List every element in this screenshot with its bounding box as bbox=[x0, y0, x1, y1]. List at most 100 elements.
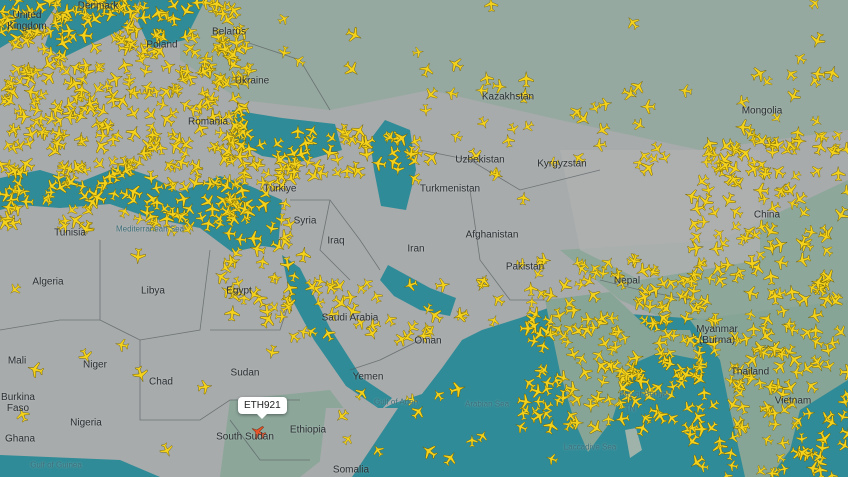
aircraft-icon[interactable] bbox=[769, 136, 786, 153]
aircraft-icon[interactable] bbox=[446, 54, 466, 74]
aircraft-icon[interactable] bbox=[76, 27, 94, 44]
aircraft-icon[interactable] bbox=[149, 41, 169, 61]
aircraft-icon[interactable] bbox=[17, 185, 31, 199]
aircraft-icon[interactable] bbox=[418, 441, 440, 463]
aircraft-icon[interactable] bbox=[238, 166, 252, 180]
aircraft-icon[interactable] bbox=[687, 267, 703, 283]
aircraft-icon[interactable] bbox=[359, 275, 375, 291]
aircraft-icon[interactable] bbox=[260, 166, 275, 180]
aircraft-icon[interactable] bbox=[648, 403, 665, 420]
aircraft-icon[interactable] bbox=[810, 274, 828, 292]
aircraft-icon[interactable] bbox=[0, 138, 16, 154]
aircraft-icon[interactable] bbox=[539, 382, 554, 398]
aircraft-icon[interactable] bbox=[35, 125, 50, 140]
aircraft-icon[interactable] bbox=[821, 358, 836, 374]
aircraft-icon[interactable] bbox=[773, 450, 788, 465]
aircraft-icon[interactable] bbox=[48, 135, 67, 154]
aircraft-icon[interactable] bbox=[835, 437, 848, 454]
aircraft-icon[interactable] bbox=[643, 299, 657, 314]
aircraft-icon[interactable] bbox=[808, 353, 826, 371]
aircraft-icon[interactable] bbox=[76, 187, 94, 205]
aircraft-icon[interactable] bbox=[186, 44, 203, 61]
aircraft-icon[interactable] bbox=[518, 71, 534, 88]
aircraft-icon[interactable] bbox=[583, 285, 604, 306]
aircraft-icon[interactable] bbox=[309, 158, 326, 174]
aircraft-icon[interactable] bbox=[324, 307, 340, 322]
aircraft-icon[interactable] bbox=[731, 385, 748, 402]
aircraft-icon[interactable] bbox=[225, 283, 239, 297]
aircraft-icon[interactable] bbox=[180, 222, 196, 238]
aircraft-icon[interactable] bbox=[775, 347, 790, 362]
aircraft-icon[interactable] bbox=[628, 77, 648, 97]
aircraft-icon[interactable] bbox=[808, 30, 828, 50]
aircraft-icon[interactable] bbox=[610, 269, 625, 285]
aircraft-icon[interactable] bbox=[726, 430, 741, 445]
aircraft-icon[interactable] bbox=[533, 256, 548, 271]
aircraft-icon[interactable] bbox=[222, 44, 243, 65]
aircraft-icon[interactable] bbox=[753, 376, 767, 390]
aircraft-icon[interactable] bbox=[249, 240, 267, 258]
aircraft-icon[interactable] bbox=[810, 66, 826, 82]
aircraft-icon[interactable] bbox=[421, 302, 435, 316]
aircraft-icon[interactable] bbox=[85, 37, 104, 56]
aircraft-icon[interactable] bbox=[636, 148, 652, 164]
aircraft-icon[interactable] bbox=[173, 154, 190, 171]
aircraft-icon[interactable] bbox=[444, 86, 459, 101]
aircraft-icon[interactable] bbox=[645, 316, 660, 331]
aircraft-icon[interactable] bbox=[763, 269, 779, 286]
aircraft-icon[interactable] bbox=[73, 82, 90, 99]
aircraft-icon[interactable] bbox=[692, 400, 707, 415]
aircraft-icon[interactable] bbox=[793, 443, 814, 464]
aircraft-icon[interactable] bbox=[280, 279, 299, 298]
aircraft-icon[interactable] bbox=[3, 76, 18, 91]
aircraft-icon[interactable] bbox=[302, 277, 321, 296]
aircraft-icon[interactable] bbox=[725, 171, 743, 189]
aircraft-icon[interactable] bbox=[55, 60, 68, 73]
aircraft-icon[interactable] bbox=[574, 278, 587, 291]
aircraft-icon[interactable] bbox=[330, 165, 346, 181]
aircraft-icon[interactable] bbox=[535, 339, 550, 355]
aircraft-icon[interactable] bbox=[403, 318, 421, 336]
aircraft-icon[interactable] bbox=[149, 85, 163, 99]
aircraft-icon[interactable] bbox=[212, 267, 232, 286]
aircraft-icon[interactable] bbox=[802, 407, 816, 420]
aircraft-icon[interactable] bbox=[839, 387, 848, 402]
aircraft-icon[interactable] bbox=[141, 105, 160, 124]
aircraft-icon[interactable] bbox=[817, 266, 839, 288]
aircraft-icon[interactable] bbox=[700, 135, 719, 154]
aircraft-icon[interactable] bbox=[224, 305, 240, 322]
aircraft-icon[interactable] bbox=[76, 100, 93, 117]
aircraft-icon[interactable] bbox=[817, 228, 835, 245]
aircraft-icon[interactable] bbox=[226, 90, 243, 107]
aircraft-icon[interactable] bbox=[23, 6, 40, 22]
aircraft-icon[interactable] bbox=[216, 39, 235, 58]
aircraft-icon[interactable] bbox=[617, 331, 632, 346]
aircraft-icon[interactable] bbox=[590, 347, 607, 364]
aircraft-icon[interactable] bbox=[765, 199, 783, 217]
aircraft-icon[interactable] bbox=[474, 272, 492, 290]
aircraft-icon[interactable] bbox=[269, 135, 287, 153]
aircraft-icon[interactable] bbox=[697, 292, 716, 311]
aircraft-icon[interactable] bbox=[555, 275, 575, 295]
aircraft-icon[interactable] bbox=[55, 217, 73, 235]
aircraft-icon[interactable] bbox=[137, 0, 151, 14]
aircraft-icon[interactable] bbox=[105, 154, 121, 170]
aircraft-icon[interactable] bbox=[763, 379, 779, 395]
aircraft-icon[interactable] bbox=[580, 312, 595, 327]
aircraft-icon[interactable] bbox=[320, 143, 339, 162]
aircraft-icon[interactable] bbox=[287, 270, 300, 283]
aircraft-icon[interactable] bbox=[663, 410, 681, 428]
aircraft-icon[interactable] bbox=[134, 52, 149, 68]
aircraft-icon[interactable] bbox=[276, 227, 295, 246]
aircraft-icon[interactable] bbox=[748, 227, 763, 242]
aircraft-icon[interactable] bbox=[215, 7, 230, 21]
aircraft-icon[interactable] bbox=[713, 435, 726, 448]
aircraft-icon[interactable] bbox=[149, 4, 168, 24]
aircraft-icon[interactable] bbox=[753, 463, 769, 477]
aircraft-icon[interactable] bbox=[93, 102, 112, 120]
aircraft-icon[interactable] bbox=[134, 40, 155, 61]
aircraft-icon[interactable] bbox=[723, 446, 738, 461]
aircraft-icon[interactable] bbox=[240, 62, 253, 76]
aircraft-icon[interactable] bbox=[614, 411, 631, 427]
aircraft-icon[interactable] bbox=[382, 311, 399, 328]
